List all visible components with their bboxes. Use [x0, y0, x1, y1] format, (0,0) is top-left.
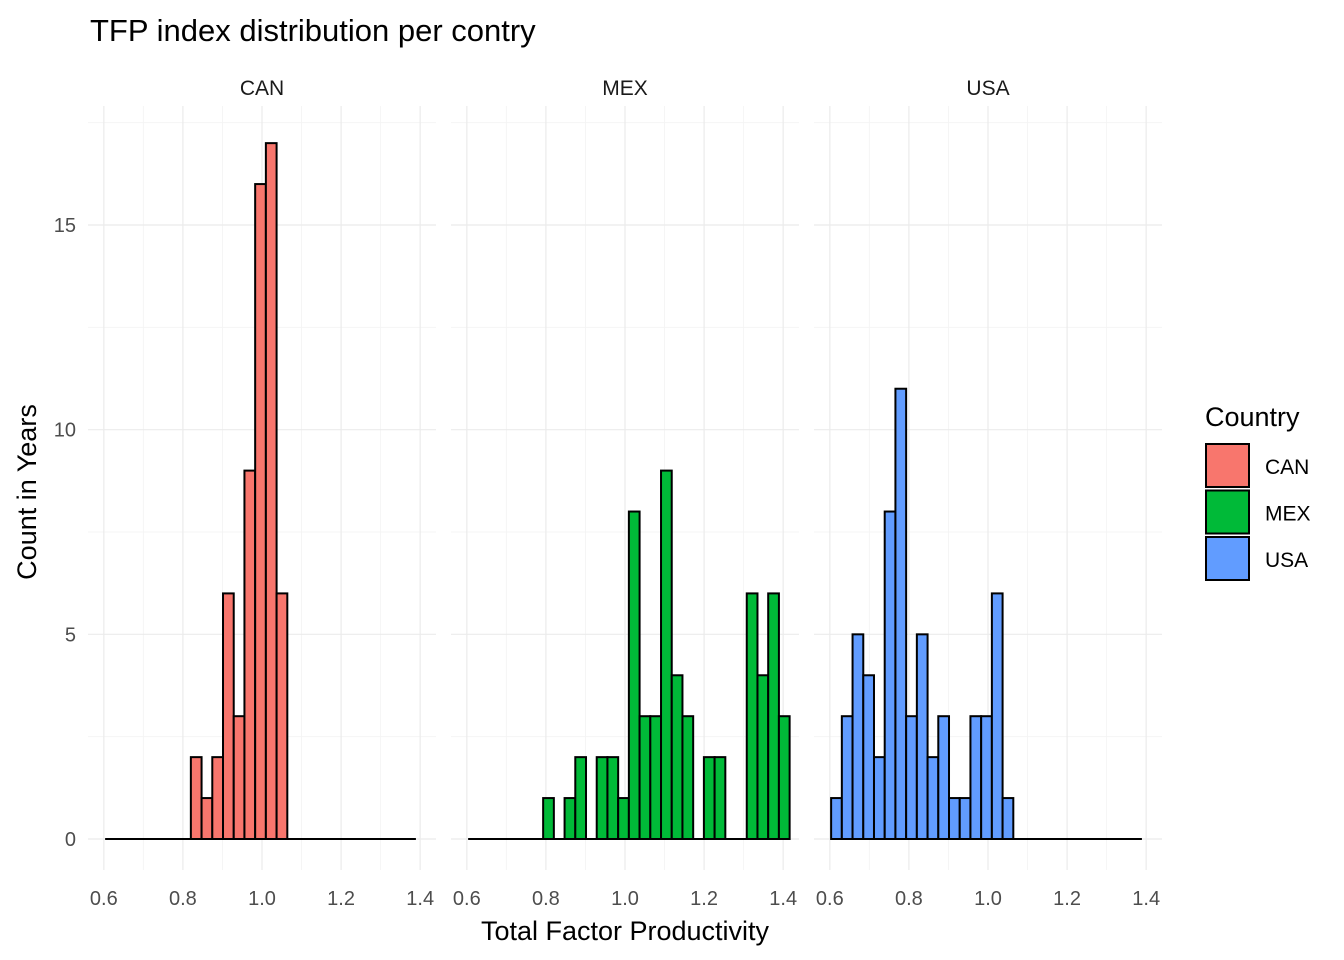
- histogram-bar: [713, 756, 727, 841]
- histogram-bar: [702, 756, 716, 841]
- y-axis-title: Count in Years: [12, 404, 42, 580]
- histogram-bar: [894, 387, 908, 840]
- x-tick-label: 1.0: [248, 888, 276, 910]
- histogram-bar: [232, 715, 246, 841]
- histogram-bar: [264, 142, 278, 840]
- y-tick-label: 15: [54, 215, 76, 237]
- histogram-bar: [969, 715, 983, 841]
- y-tick-label: 10: [54, 420, 76, 442]
- facet-panel-can: CAN 0.6 0.8 1.0 1.2 1.4: [88, 77, 436, 910]
- histogram-bar: [254, 183, 267, 841]
- legend-title: Country: [1205, 402, 1300, 432]
- x-tick-label: 0.8: [169, 888, 197, 910]
- y-tick-label: 0: [65, 829, 76, 851]
- histogram-bar: [1001, 797, 1015, 840]
- histogram-bar: [958, 797, 972, 840]
- histogram-bar: [617, 797, 630, 840]
- histogram-bar: [905, 715, 918, 841]
- facet-panels: CAN 0.6 0.8 1.0 1.2 1.4 MEX 0.6 0.8 1.0 1.2 1.4 USA 0…: [88, 77, 1162, 910]
- chart-title: TFP index distribution per contry: [90, 13, 536, 48]
- x-tick-label: 1.2: [690, 888, 718, 910]
- histogram-bar: [222, 592, 235, 841]
- x-tick-label: 1.0: [974, 888, 1002, 910]
- histogram-bar: [830, 797, 843, 840]
- histogram-bar: [990, 592, 1004, 841]
- histogram-bar: [542, 797, 555, 840]
- x-tick-label: 0.6: [816, 888, 844, 910]
- histogram-bar: [777, 715, 791, 841]
- histogram-bar: [851, 633, 865, 840]
- histogram-bar: [767, 592, 780, 841]
- x-axis-title: Total Factor Productivity: [481, 916, 770, 946]
- histogram-bar: [872, 756, 886, 841]
- histogram-bar: [745, 592, 759, 841]
- facet-panel-mex: MEX 0.6 0.8 1.0 1.2 1.4: [451, 77, 799, 910]
- legend-label: MEX: [1265, 503, 1311, 526]
- legend-key-can: [1205, 443, 1250, 488]
- x-tick-label: 0.6: [453, 888, 481, 910]
- facet-label: CAN: [240, 77, 284, 100]
- x-tick-label: 1.2: [1053, 888, 1081, 910]
- histogram-bar: [840, 715, 854, 841]
- legend-key-usa: [1205, 536, 1250, 581]
- histogram-bar: [275, 592, 289, 841]
- facet-label: USA: [966, 77, 1009, 100]
- histogram-bar: [200, 797, 214, 840]
- legend-label: CAN: [1265, 456, 1309, 479]
- x-tick-label: 0.8: [532, 888, 560, 910]
- facet-panel-usa: USA 0.6 0.8 1.0 1.2 1.4: [814, 77, 1162, 910]
- legend-key-mex: [1205, 489, 1250, 535]
- histogram-bar: [638, 715, 652, 841]
- histogram-bar: [189, 756, 203, 841]
- x-tick-label: 0.6: [90, 888, 118, 910]
- histogram-bar: [606, 756, 620, 841]
- histogram-bar: [862, 674, 875, 840]
- x-tick-label: 1.2: [327, 888, 355, 910]
- legend-label: USA: [1265, 549, 1308, 572]
- facet-label: MEX: [602, 77, 648, 100]
- legend: Country CAN MEX USA: [1205, 402, 1311, 581]
- histogram-bar: [937, 715, 951, 841]
- histogram-bar: [660, 469, 673, 840]
- histogram-bar: [211, 756, 225, 841]
- x-tick-label: 1.4: [1132, 888, 1160, 910]
- histogram-bar: [649, 715, 663, 841]
- x-tick-label: 1.4: [769, 888, 797, 910]
- histogram-bar: [980, 715, 993, 841]
- histogram-bar: [948, 797, 961, 840]
- y-axis: 0 5 10 15: [54, 215, 76, 851]
- histogram-bar: [883, 510, 897, 840]
- histogram-bar: [563, 797, 577, 840]
- x-tick-label: 0.8: [895, 888, 923, 910]
- histogram-bar: [670, 674, 684, 840]
- y-tick-label: 5: [65, 624, 76, 646]
- histogram-bar: [595, 756, 609, 841]
- histogram-bar: [627, 510, 641, 840]
- histogram-bar: [243, 469, 257, 840]
- histogram-bar: [681, 715, 695, 841]
- x-tick-label: 1.4: [406, 888, 434, 910]
- histogram-bar: [574, 756, 588, 841]
- histogram-bar: [756, 674, 770, 840]
- x-tick-label: 1.0: [611, 888, 639, 910]
- histogram-bar: [926, 756, 940, 841]
- histogram-bar: [915, 633, 929, 840]
